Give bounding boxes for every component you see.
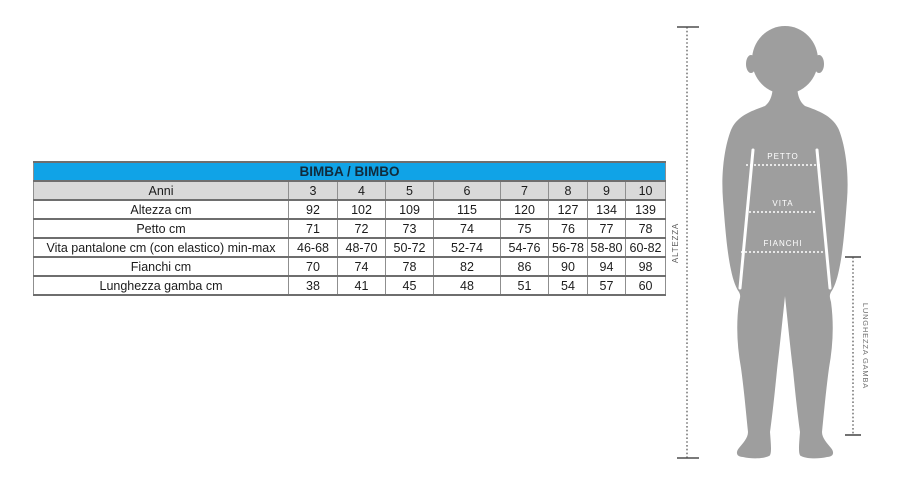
row-label-fianchi: Fianchi cm: [33, 256, 289, 277]
value-cell: 58-80: [587, 237, 626, 258]
value-cell: 82: [433, 256, 501, 277]
table-row: Fianchi cm 70 74 78 82 86 90 94 98: [33, 256, 667, 277]
fianchi-label: FIANCHI: [764, 239, 803, 248]
value-cell: 134: [587, 199, 626, 220]
value-cell: 54-76: [500, 237, 549, 258]
age-header-row: Anni 3 4 5 6 7 8 9 10: [33, 180, 667, 201]
lunghezza-gamba-label: LUNGHEZZA GAMBA: [861, 303, 870, 389]
head-shape: [752, 26, 818, 94]
age-header-cell: 8: [548, 180, 588, 201]
value-cell: 38: [288, 275, 338, 296]
value-cell: 74: [337, 256, 386, 277]
value-cell: 94: [587, 256, 626, 277]
vita-label: VITA: [772, 199, 793, 208]
value-cell: 115: [433, 199, 501, 220]
petto-label: PETTO: [767, 152, 799, 161]
value-cell: 77: [587, 218, 626, 239]
value-cell: 127: [548, 199, 588, 220]
table-title-row: BIMBA / BIMBO: [32, 161, 667, 182]
body-measurement-diagram: PETTO VITA FIANCHI ALTEZZA LUNGHEZZA GAM…: [671, 26, 870, 459]
value-cell: 109: [385, 199, 434, 220]
table-row: Vita pantalone cm (con elastico) min-max…: [33, 237, 667, 258]
right-arm-gap: [815, 148, 832, 290]
value-cell: 71: [288, 218, 338, 239]
value-cell: 98: [624, 256, 667, 277]
left-arm-gap: [738, 148, 755, 290]
age-header-cell: 10: [624, 180, 667, 201]
age-header-cell: 6: [433, 180, 501, 201]
value-cell: 48-70: [337, 237, 386, 258]
age-header-cell: 5: [385, 180, 434, 201]
age-header-cell: 7: [500, 180, 549, 201]
value-cell: 54: [548, 275, 588, 296]
value-cell: 60-82: [624, 237, 667, 258]
value-cell: 92: [288, 199, 338, 220]
value-cell: 120: [500, 199, 549, 220]
table-row: Lunghezza gamba cm 38 41 45 48 51 54 57 …: [33, 275, 667, 296]
value-cell: 73: [385, 218, 434, 239]
value-cell: 70: [288, 256, 338, 277]
table-row: Altezza cm 92 102 109 115 120 127 134 13…: [33, 199, 667, 220]
age-header-cell: 9: [587, 180, 626, 201]
value-cell: 50-72: [385, 237, 434, 258]
row-label-anni: Anni: [33, 180, 289, 201]
value-cell: 78: [385, 256, 434, 277]
size-chart-table: BIMBA / BIMBO Anni 3 4 5 6 7 8 9 10 Alte…: [32, 161, 667, 296]
value-cell: 51: [500, 275, 549, 296]
row-label-petto: Petto cm: [33, 218, 289, 239]
value-cell: 41: [337, 275, 386, 296]
value-cell: 78: [624, 218, 667, 239]
value-cell: 72: [337, 218, 386, 239]
value-cell: 90: [548, 256, 588, 277]
age-header-cell: 3: [288, 180, 338, 201]
age-header-cell: 4: [337, 180, 386, 201]
value-cell: 86: [500, 256, 549, 277]
value-cell: 57: [587, 275, 626, 296]
row-label-lunghezza-gamba: Lunghezza gamba cm: [33, 275, 289, 296]
value-cell: 75: [500, 218, 549, 239]
value-cell: 48: [433, 275, 501, 296]
value-cell: 46-68: [288, 237, 338, 258]
row-label-altezza: Altezza cm: [33, 199, 289, 220]
table-row: Petto cm 71 72 73 74 75 76 77 78: [33, 218, 667, 239]
value-cell: 74: [433, 218, 501, 239]
value-cell: 76: [548, 218, 588, 239]
value-cell: 139: [624, 199, 667, 220]
row-label-vita-pantalone: Vita pantalone cm (con elastico) min-max: [33, 237, 289, 258]
value-cell: 52-74: [433, 237, 501, 258]
value-cell: 56-78: [548, 237, 588, 258]
size-chart-title: BIMBA / BIMBO: [32, 161, 667, 182]
child-silhouette: [722, 82, 848, 459]
value-cell: 102: [337, 199, 386, 220]
altezza-label: ALTEZZA: [671, 223, 680, 263]
value-cell: 45: [385, 275, 434, 296]
value-cell: 60: [624, 275, 667, 296]
